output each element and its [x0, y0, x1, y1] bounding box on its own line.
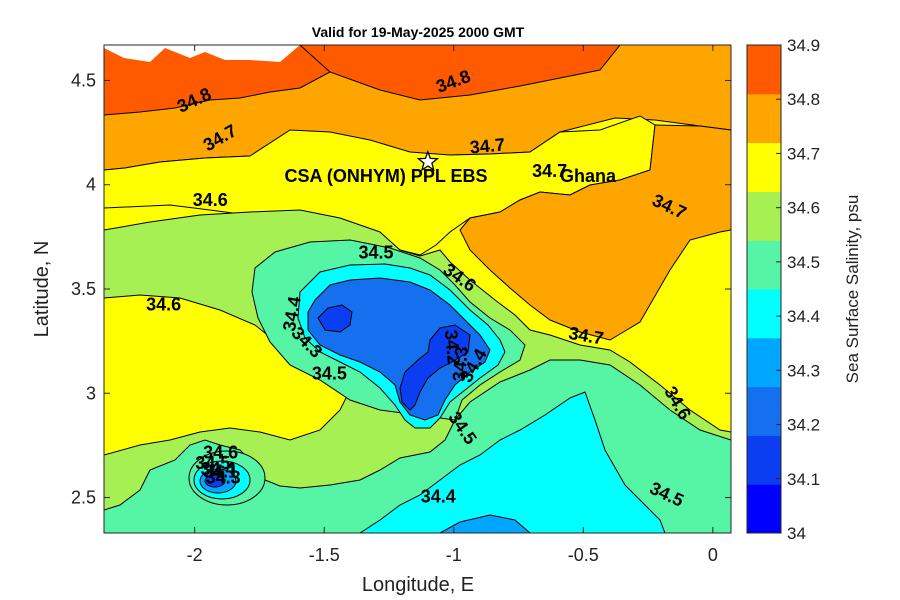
- y-tick-label: 3.5: [71, 279, 96, 299]
- y-tick-label: 4.5: [71, 70, 96, 90]
- y-tick-label: 2.5: [71, 488, 96, 508]
- x-axis-ticks: -2 -1.5 -1 -0.5 0: [187, 45, 718, 565]
- colorbar-segment: [747, 337, 781, 388]
- fill-blue-bottom: [439, 514, 531, 533]
- contour-label: 34.4: [200, 459, 235, 479]
- contour-label: 34.5: [195, 453, 230, 473]
- contour-label: 34.7: [532, 161, 567, 181]
- contour-label: 34.3: [449, 346, 472, 383]
- colorbar-tick-label: 34.1: [787, 470, 820, 489]
- colorbar-tick-label: 34.4: [787, 307, 820, 326]
- fill-missing-topleft: [104, 45, 300, 62]
- fill-blue-region: [307, 277, 491, 421]
- colorbar-segment: [747, 191, 781, 241]
- x-tick-label: 0: [708, 545, 718, 565]
- y-axis-label: Latitude, N: [31, 241, 53, 338]
- colorbar-segment: [747, 240, 781, 290]
- contour-label: 34.5: [359, 242, 394, 262]
- colorbar-tick-label: 34.2: [787, 416, 820, 435]
- fill-darkblue-right: [399, 324, 471, 411]
- colorbar-tick-label: 34.3: [787, 361, 820, 380]
- contour-label: 34.7: [469, 134, 506, 157]
- colorbar-tick-label: 34.8: [787, 90, 820, 109]
- y-tick-label: 3: [86, 383, 96, 403]
- x-tick-label: -2: [187, 545, 203, 565]
- colorbar-tick-label: 34: [787, 524, 806, 543]
- colorbar-tick-label: 34.5: [787, 253, 820, 272]
- colorbar-tick-label: 34.7: [787, 144, 820, 163]
- fill-orange-right: [459, 124, 731, 341]
- fill-darkblue-left: [317, 304, 353, 333]
- contour-label: 34.3: [206, 468, 241, 488]
- colorbar-segment: [747, 142, 781, 192]
- colorbar-segment: [747, 435, 781, 485]
- colorbar-segment: [747, 484, 781, 534]
- contour-label: 34.4: [421, 486, 456, 506]
- y-tick-label: 4: [86, 175, 96, 195]
- colorbar-segment: [747, 289, 781, 339]
- colorbar-frame: [746, 44, 782, 534]
- y-axis-ticks: 2.5 3 3.5 4 4.5: [71, 70, 731, 508]
- colorbar-label: Sea Surface Salinity, psu: [843, 195, 862, 384]
- contour-label: 34.6: [193, 190, 228, 210]
- region-label: Ghana: [560, 166, 617, 186]
- x-tick-label: -1.5: [309, 545, 340, 565]
- plot-area: 34.834.834.7 34.734.734.734.734.634.634.6…: [104, 45, 731, 533]
- colorbar-segment: [747, 45, 781, 95]
- station-marker: CSA (ONHYM) PPL EBS Ghana: [284, 149, 617, 186]
- x-tick-label: -0.5: [568, 545, 599, 565]
- contour-label: 34.6: [146, 294, 181, 314]
- colorbar-segment: [747, 386, 781, 436]
- station-name-label: CSA (ONHYM) PPL EBS: [284, 166, 487, 186]
- colorbar-segment: [747, 93, 781, 144]
- fill-eddy-darkblue: [204, 474, 226, 488]
- contour-label: 34.2: [441, 329, 464, 366]
- chart-title: Valid for 19-May-2025 2000 GMT: [312, 24, 525, 40]
- colorbar: 34 34.1 34.2 34.3 34.4 34.5 34.6 34.7 34.8 34.9: [746, 36, 820, 543]
- contour-label: 34.1: [203, 461, 238, 481]
- contour-label: 34.6: [203, 443, 238, 463]
- contour-label: 34.5: [312, 363, 347, 383]
- colorbar-tick-label: 34.9: [787, 36, 820, 55]
- x-axis-label: Longitude, E: [362, 574, 474, 596]
- fill-cyan-bottom: [359, 391, 666, 533]
- fill-red-topleft: [104, 45, 621, 116]
- x-tick-label: -1: [446, 545, 462, 565]
- colorbar-tick-label: 34.6: [787, 199, 820, 218]
- station-star-icon: [416, 149, 440, 172]
